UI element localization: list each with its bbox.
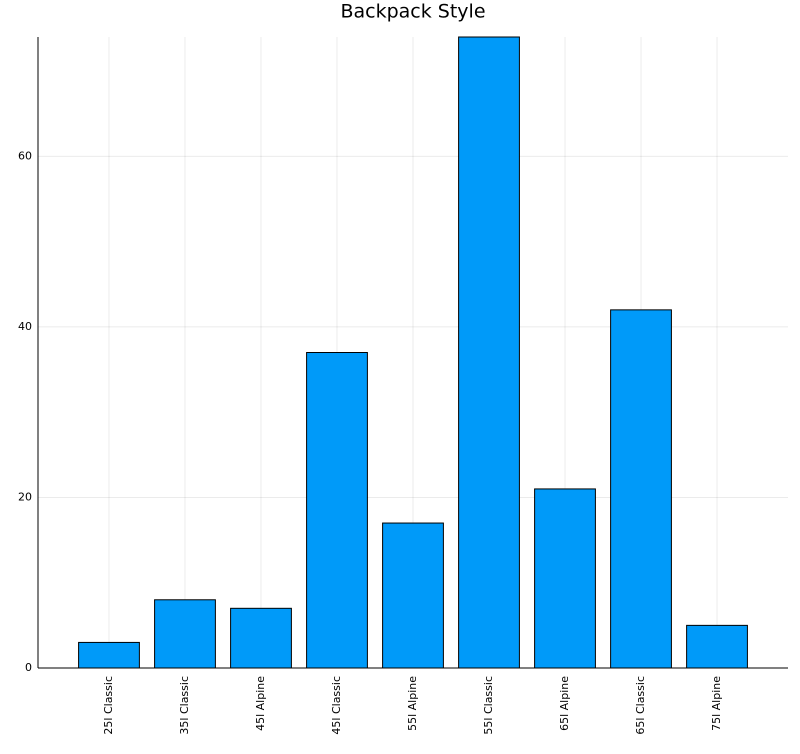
x-tick-label: 45l Classic — [330, 676, 343, 735]
y-tick-label: 20 — [18, 490, 32, 503]
bar — [230, 607, 292, 669]
x-tick-label: 55l Alpine — [406, 676, 419, 731]
x-tick-label: 75l Alpine — [710, 676, 723, 731]
x-tick-label: 45l Alpine — [254, 676, 267, 731]
x-tick-label: 35l Classic — [178, 676, 191, 735]
bar — [610, 309, 672, 669]
bar — [78, 641, 140, 669]
bar — [382, 522, 444, 669]
bar — [458, 36, 520, 669]
bar — [534, 488, 596, 669]
y-tick-label: 40 — [18, 320, 32, 333]
x-tick-label: 55l Classic — [482, 676, 495, 735]
y-tick-label: 60 — [18, 149, 32, 162]
bar — [154, 599, 216, 669]
x-tick-label: 65l Alpine — [558, 676, 571, 731]
bar — [686, 624, 748, 669]
bar — [306, 352, 368, 669]
x-tick-label: 65l Classic — [634, 676, 647, 735]
x-tick-label: 25l Classic — [102, 676, 115, 735]
y-tick-label: 0 — [25, 661, 32, 674]
chart-title: Backpack Style — [340, 1, 485, 23]
